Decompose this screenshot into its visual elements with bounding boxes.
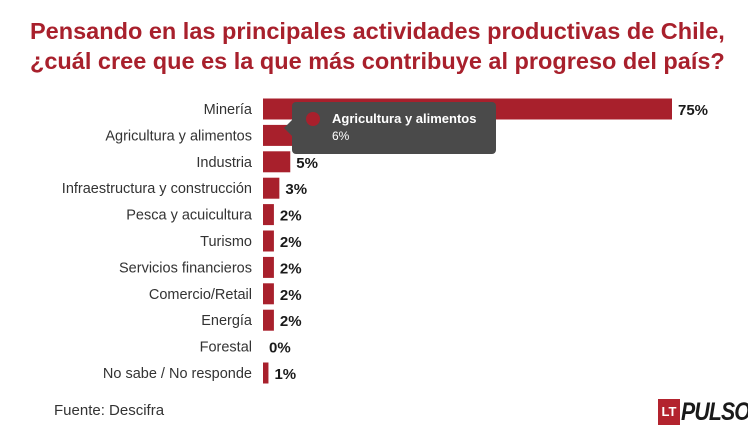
bar[interactable] — [263, 309, 274, 331]
pulso-logo[interactable]: LT PULSO — [658, 398, 748, 426]
bar[interactable] — [263, 362, 269, 384]
bar[interactable] — [263, 256, 274, 278]
category-label: Pesca y acuicultura — [126, 208, 253, 224]
bar-value-label: 2% — [280, 260, 302, 277]
bar[interactable] — [263, 230, 274, 252]
chart-title: Pensando en las principales actividades … — [30, 16, 742, 76]
chart-tooltip: Agricultura y alimentos 6% — [284, 102, 496, 154]
category-label: Servicios financieros — [119, 260, 252, 276]
tooltip-value: 6% — [332, 129, 350, 143]
bar[interactable] — [263, 204, 274, 226]
category-label: Comercio/Retail — [149, 287, 252, 303]
chart-title-line-1: Pensando en las principales actividades … — [30, 18, 725, 44]
bar-value-label: 2% — [280, 208, 302, 225]
category-label: Infraestructura y construcción — [62, 181, 252, 197]
bar-value-label: 3% — [285, 181, 307, 198]
category-label: Turismo — [200, 234, 252, 250]
bar[interactable] — [263, 177, 280, 199]
bar[interactable] — [263, 151, 291, 173]
category-label: Energía — [201, 313, 253, 329]
bar-value-label: 1% — [274, 366, 296, 383]
category-label: Industria — [196, 155, 253, 171]
bar-value-label: 5% — [296, 155, 318, 172]
logo-mark-text: LT — [661, 404, 677, 419]
bar-value-label: 2% — [280, 287, 302, 304]
source-note: Fuente: Descifra — [54, 402, 165, 419]
category-label: No sabe / No responde — [103, 366, 252, 382]
category-label: Agricultura y alimentos — [105, 128, 252, 144]
la-tercera-logo-mark: LT — [658, 399, 680, 425]
tooltip-label: Agricultura y alimentos — [332, 111, 477, 126]
logo-wordmark: PULSO — [681, 397, 748, 426]
bar-value-label: 2% — [280, 313, 302, 330]
bar-value-label: 0% — [269, 340, 291, 357]
category-label: Forestal — [200, 340, 252, 356]
tooltip-series-dot — [306, 112, 320, 126]
category-label: Minería — [204, 102, 253, 118]
bar-value-label: 75% — [678, 102, 708, 119]
bar[interactable] — [263, 283, 274, 305]
chart-title-line-2: ¿cuál cree que es la que más contribuye … — [30, 48, 725, 74]
bar-value-label: 2% — [280, 234, 302, 251]
